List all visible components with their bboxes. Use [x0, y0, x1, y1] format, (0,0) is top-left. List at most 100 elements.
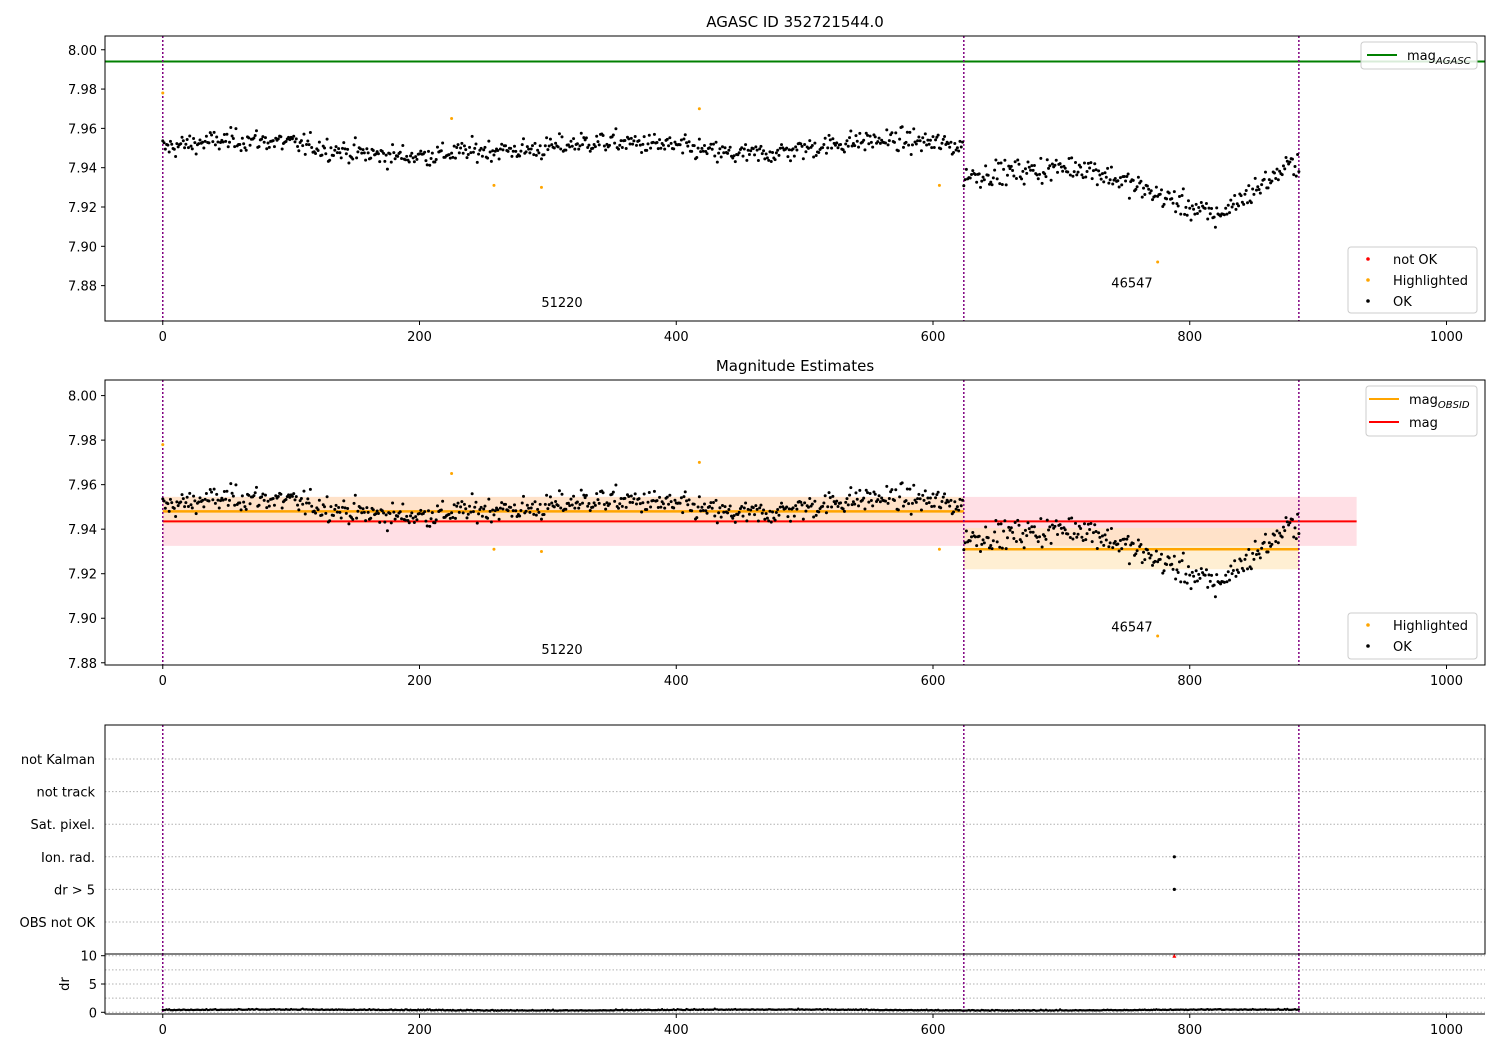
ok-point	[1267, 541, 1271, 545]
ok-point	[912, 127, 916, 131]
ok-point	[1067, 517, 1071, 521]
ok-point	[1198, 209, 1202, 213]
ok-point	[1113, 177, 1117, 181]
ok-point	[310, 145, 314, 149]
ok-point	[550, 501, 554, 505]
ok-point	[410, 511, 414, 515]
ok-point	[732, 514, 736, 518]
ok-point	[385, 167, 389, 171]
y-tick-label: 7.98	[68, 434, 97, 449]
ok-point	[641, 501, 645, 505]
ok-point	[851, 500, 855, 504]
ok-point	[1149, 553, 1153, 557]
ok-point	[894, 131, 898, 135]
ok-point	[663, 506, 667, 510]
ok-point	[435, 145, 439, 149]
ok-point	[596, 140, 600, 144]
ok-point	[1071, 174, 1075, 178]
ok-point	[839, 142, 843, 146]
ok-point	[175, 142, 179, 146]
ok-point	[745, 519, 749, 523]
ok-point	[831, 494, 835, 498]
ok-point	[482, 148, 486, 152]
ok-point	[1086, 161, 1090, 165]
ok-point	[602, 503, 606, 507]
ok-point	[977, 172, 981, 176]
ok-point	[1249, 567, 1253, 571]
ok-point	[1014, 177, 1018, 181]
ok-point	[1094, 529, 1098, 533]
ok-point	[369, 156, 373, 160]
ok-point	[871, 504, 875, 508]
ok-points-top	[161, 125, 1301, 229]
ok-point	[624, 146, 628, 150]
ok-point	[758, 506, 762, 510]
ok-point	[631, 142, 635, 146]
legend-line-label: mag	[1409, 416, 1438, 431]
ok-point	[263, 136, 267, 140]
ok-point	[342, 499, 346, 503]
legend-point-swatch	[1366, 257, 1370, 261]
ok-point	[1040, 545, 1044, 549]
ok-point	[1204, 202, 1208, 206]
ok-point	[692, 144, 696, 148]
ok-point	[873, 135, 877, 139]
ok-point	[369, 516, 373, 520]
ok-point	[1148, 191, 1152, 195]
ok-point	[1099, 177, 1103, 181]
ok-point	[1136, 175, 1140, 179]
ok-point	[618, 502, 622, 506]
ok-point	[524, 150, 528, 154]
ok-point	[542, 153, 546, 157]
ok-point	[753, 153, 757, 157]
ok-point	[1095, 183, 1099, 187]
ok-point	[901, 145, 905, 149]
ok-point	[238, 501, 242, 505]
ok-point	[280, 147, 284, 151]
ok-point	[597, 143, 601, 147]
legend-point-label: Highlighted	[1393, 619, 1468, 634]
ok-point	[672, 147, 676, 151]
ok-point	[448, 156, 452, 160]
ok-point	[332, 154, 336, 158]
ok-point	[844, 500, 848, 504]
ok-point	[185, 137, 189, 141]
ok-point	[722, 510, 726, 514]
ok-point	[898, 495, 902, 499]
ok-point	[978, 185, 982, 189]
ok-point	[1139, 542, 1143, 546]
ok-point	[538, 144, 542, 148]
highlighted-point	[697, 460, 701, 464]
ok-point	[767, 519, 771, 523]
ok-point	[1027, 165, 1031, 169]
ok-point	[1198, 576, 1202, 580]
ok-point	[714, 140, 718, 144]
ok-point	[1084, 175, 1088, 179]
ok-point	[366, 510, 370, 514]
ok-point	[371, 508, 375, 512]
ok-point	[1254, 188, 1258, 192]
ok-point	[355, 516, 359, 520]
ok-point	[425, 163, 429, 167]
ok-point	[418, 512, 422, 516]
ok-point	[886, 143, 890, 147]
ok-point	[647, 490, 651, 494]
ok-point	[764, 152, 768, 156]
ok-point	[695, 516, 699, 520]
ok-point	[280, 506, 284, 510]
ok-point	[572, 494, 576, 498]
ok-point	[536, 148, 540, 152]
x-tick-label: 200	[407, 1023, 432, 1038]
ok-point	[934, 496, 938, 500]
ok-point	[1284, 516, 1288, 520]
ok-point	[804, 150, 808, 154]
ok-point	[996, 522, 1000, 526]
ok-point	[814, 513, 818, 517]
ok-point	[1081, 538, 1085, 542]
ok-point	[1276, 178, 1280, 182]
ok-point	[242, 500, 246, 504]
legend-line-label: magOBSID	[1409, 393, 1470, 411]
ok-point	[642, 135, 646, 139]
ok-point	[504, 144, 508, 148]
